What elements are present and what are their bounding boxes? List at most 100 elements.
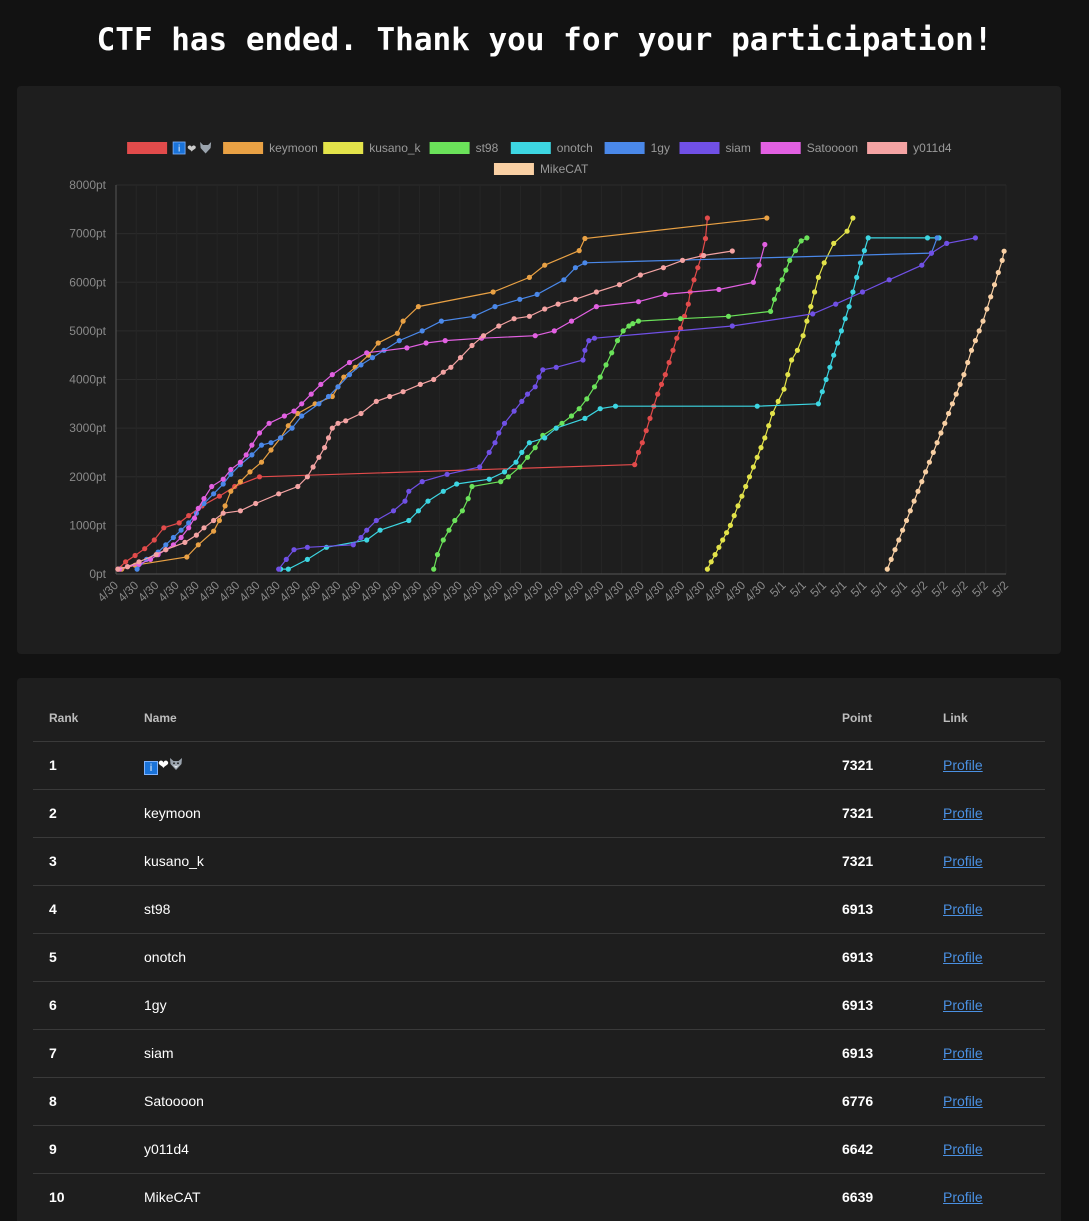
data-point[interactable]: [768, 308, 774, 314]
data-point[interactable]: [838, 328, 845, 334]
data-point[interactable]: [457, 355, 464, 361]
data-point[interactable]: [708, 559, 714, 565]
data-point[interactable]: [256, 474, 263, 480]
data-point[interactable]: [681, 313, 688, 319]
data-point[interactable]: [253, 500, 259, 507]
data-point[interactable]: [517, 296, 523, 302]
data-point[interactable]: [704, 215, 711, 221]
data-point[interactable]: [865, 235, 871, 241]
data-point[interactable]: [163, 547, 169, 553]
data-point[interactable]: [704, 566, 711, 572]
data-point[interactable]: [243, 452, 249, 458]
data-point[interactable]: [304, 544, 310, 550]
data-point[interactable]: [201, 496, 207, 502]
data-point[interactable]: [903, 517, 910, 524]
data-point[interactable]: [249, 452, 255, 458]
data-point[interactable]: [984, 306, 990, 312]
data-point[interactable]: [915, 488, 921, 494]
data-point[interactable]: [228, 466, 234, 473]
data-point[interactable]: [440, 369, 446, 375]
data-point[interactable]: [423, 340, 429, 346]
data-point[interactable]: [961, 372, 967, 378]
data-point[interactable]: [186, 525, 192, 531]
data-point[interactable]: [163, 542, 169, 548]
data-point[interactable]: [249, 442, 255, 448]
data-point[interactable]: [536, 374, 542, 380]
data-point[interactable]: [584, 396, 590, 402]
data-point[interactable]: [228, 471, 234, 477]
data-point[interactable]: [364, 537, 370, 543]
data-point[interactable]: [670, 347, 676, 353]
data-point[interactable]: [358, 362, 364, 368]
data-point[interactable]: [597, 406, 603, 412]
data-point[interactable]: [316, 454, 322, 460]
data-point[interactable]: [513, 459, 519, 465]
data-point[interactable]: [220, 510, 226, 516]
data-point[interactable]: [988, 294, 994, 300]
data-point[interactable]: [442, 338, 448, 344]
data-point[interactable]: [343, 418, 349, 424]
data-point[interactable]: [182, 539, 188, 545]
data-point[interactable]: [454, 481, 460, 487]
data-point[interactable]: [754, 403, 760, 409]
data-point[interactable]: [387, 393, 393, 400]
data-point[interactable]: [452, 517, 458, 524]
data-point[interactable]: [635, 318, 642, 324]
data-point[interactable]: [295, 410, 301, 417]
data-point[interactable]: [572, 265, 579, 271]
data-point[interactable]: [553, 364, 559, 370]
data-point[interactable]: [195, 505, 201, 511]
data-point[interactable]: [762, 241, 768, 248]
data-point[interactable]: [542, 306, 548, 312]
data-point[interactable]: [532, 445, 538, 451]
data-point[interactable]: [630, 321, 636, 327]
profile-link[interactable]: Profile: [943, 949, 983, 965]
data-point[interactable]: [827, 364, 833, 370]
data-point[interactable]: [325, 435, 332, 441]
data-point[interactable]: [517, 464, 523, 470]
data-point[interactable]: [735, 503, 741, 509]
data-point[interactable]: [561, 277, 567, 283]
data-point[interactable]: [750, 464, 757, 470]
data-point[interactable]: [446, 527, 452, 533]
data-point[interactable]: [216, 493, 222, 499]
data-point[interactable]: [944, 240, 950, 246]
profile-link[interactable]: Profile: [943, 1189, 983, 1205]
data-point[interactable]: [486, 449, 492, 455]
data-point[interactable]: [511, 408, 517, 414]
data-point[interactable]: [911, 498, 917, 504]
data-point[interactable]: [754, 454, 760, 460]
data-point[interactable]: [831, 240, 837, 246]
data-point[interactable]: [980, 318, 986, 324]
data-point[interactable]: [739, 493, 745, 499]
data-point[interactable]: [496, 430, 502, 436]
data-point[interactable]: [907, 508, 913, 514]
data-point[interactable]: [620, 328, 626, 334]
data-point[interactable]: [276, 491, 282, 497]
data-point[interactable]: [720, 537, 726, 543]
data-point[interactable]: [211, 491, 217, 497]
data-point[interactable]: [678, 325, 684, 331]
data-point[interactable]: [716, 286, 722, 293]
data-point[interactable]: [191, 515, 198, 521]
data-point[interactable]: [810, 311, 816, 317]
data-point[interactable]: [823, 376, 829, 383]
data-point[interactable]: [679, 257, 686, 263]
data-point[interactable]: [582, 347, 588, 353]
data-point[interactable]: [999, 257, 1005, 263]
data-point[interactable]: [492, 304, 498, 310]
data-point[interactable]: [123, 559, 129, 565]
data-point[interactable]: [247, 469, 253, 475]
data-point[interactable]: [501, 420, 508, 426]
data-point[interactable]: [540, 367, 546, 373]
data-point[interactable]: [228, 488, 234, 494]
data-point[interactable]: [308, 391, 314, 397]
data-point[interactable]: [729, 248, 735, 254]
data-point[interactable]: [756, 262, 762, 268]
data-point[interactable]: [285, 423, 291, 429]
profile-link[interactable]: Profile: [943, 1093, 983, 1109]
data-point[interactable]: [325, 393, 332, 400]
data-point[interactable]: [201, 500, 207, 507]
data-point[interactable]: [519, 449, 525, 455]
data-point[interactable]: [310, 464, 316, 470]
